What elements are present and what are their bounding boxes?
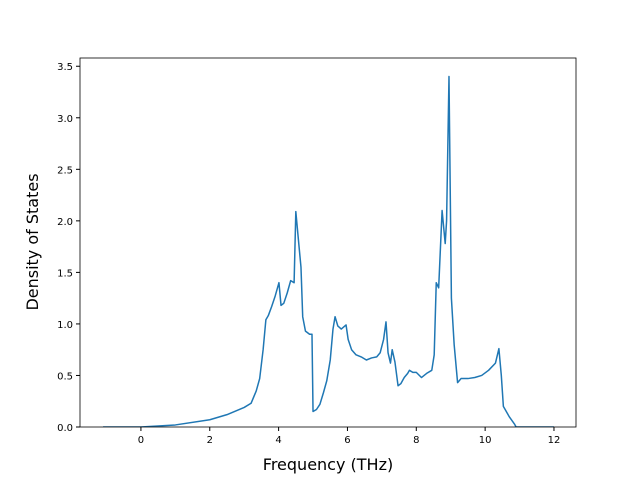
x-tick-label: 12 bbox=[548, 435, 561, 446]
y-tick-label: 2.5 bbox=[57, 165, 73, 176]
y-tick-label: 3.5 bbox=[57, 62, 73, 73]
plot-frame bbox=[79, 57, 577, 428]
x-tick-label: 8 bbox=[413, 435, 419, 446]
x-tick-label: 6 bbox=[344, 435, 350, 446]
y-tick-label: 1.0 bbox=[57, 320, 73, 331]
line-series bbox=[103, 75, 554, 427]
x-axis-label: Frequency (THz) bbox=[263, 455, 393, 474]
y-tick-label: 2.0 bbox=[57, 217, 73, 228]
y-tick-label: 0.0 bbox=[57, 423, 73, 434]
y-tick-label: 3.0 bbox=[57, 114, 73, 125]
y-tick-label: 1.5 bbox=[57, 268, 73, 279]
x-tick-label: 2 bbox=[207, 435, 213, 446]
y-tick-label: 0.5 bbox=[57, 371, 73, 382]
y-axis-label: Density of States bbox=[23, 173, 42, 310]
x-tick-label: 0 bbox=[138, 435, 144, 446]
x-tick-label: 4 bbox=[275, 435, 281, 446]
x-tick-label: 10 bbox=[479, 435, 492, 446]
